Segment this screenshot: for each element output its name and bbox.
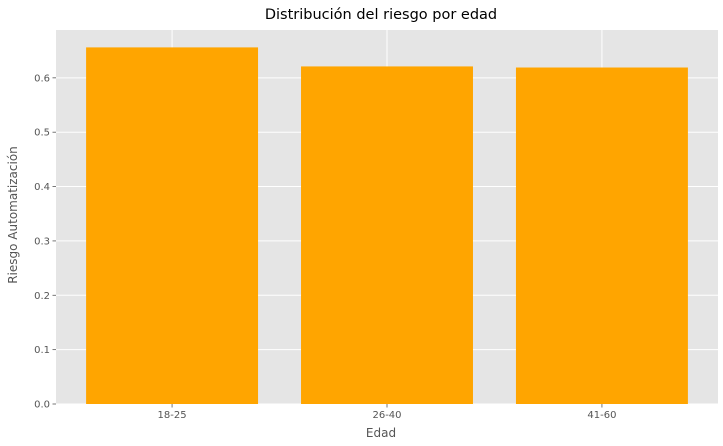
x-tick-label: 41-60	[587, 410, 616, 421]
x-axis-label: Edad	[366, 426, 396, 440]
y-tick-label: 0.2	[34, 291, 50, 302]
y-axis-ticks: 0.0 0.1 0.2 0.3 0.4 0.5 0.6	[34, 73, 56, 411]
y-tick-label: 0.0	[34, 400, 50, 411]
x-tick-label: 26-40	[372, 410, 401, 421]
y-axis-label: Riesgo Automatización	[6, 146, 20, 284]
chart-title: Distribución del riesgo por edad	[265, 7, 497, 23]
x-axis-ticks: 18-25 26-40 41-60	[158, 404, 616, 421]
y-tick-label: 0.6	[34, 73, 50, 84]
bars	[86, 47, 688, 404]
y-tick-label: 0.3	[34, 236, 50, 247]
y-tick-label: 0.1	[34, 345, 50, 356]
y-tick-label: 0.5	[34, 128, 50, 139]
x-tick-label: 18-25	[158, 410, 187, 421]
bar-18-25	[86, 47, 259, 404]
bar-41-60	[515, 67, 688, 404]
bar-26-40	[301, 66, 473, 404]
y-tick-label: 0.4	[34, 182, 50, 193]
